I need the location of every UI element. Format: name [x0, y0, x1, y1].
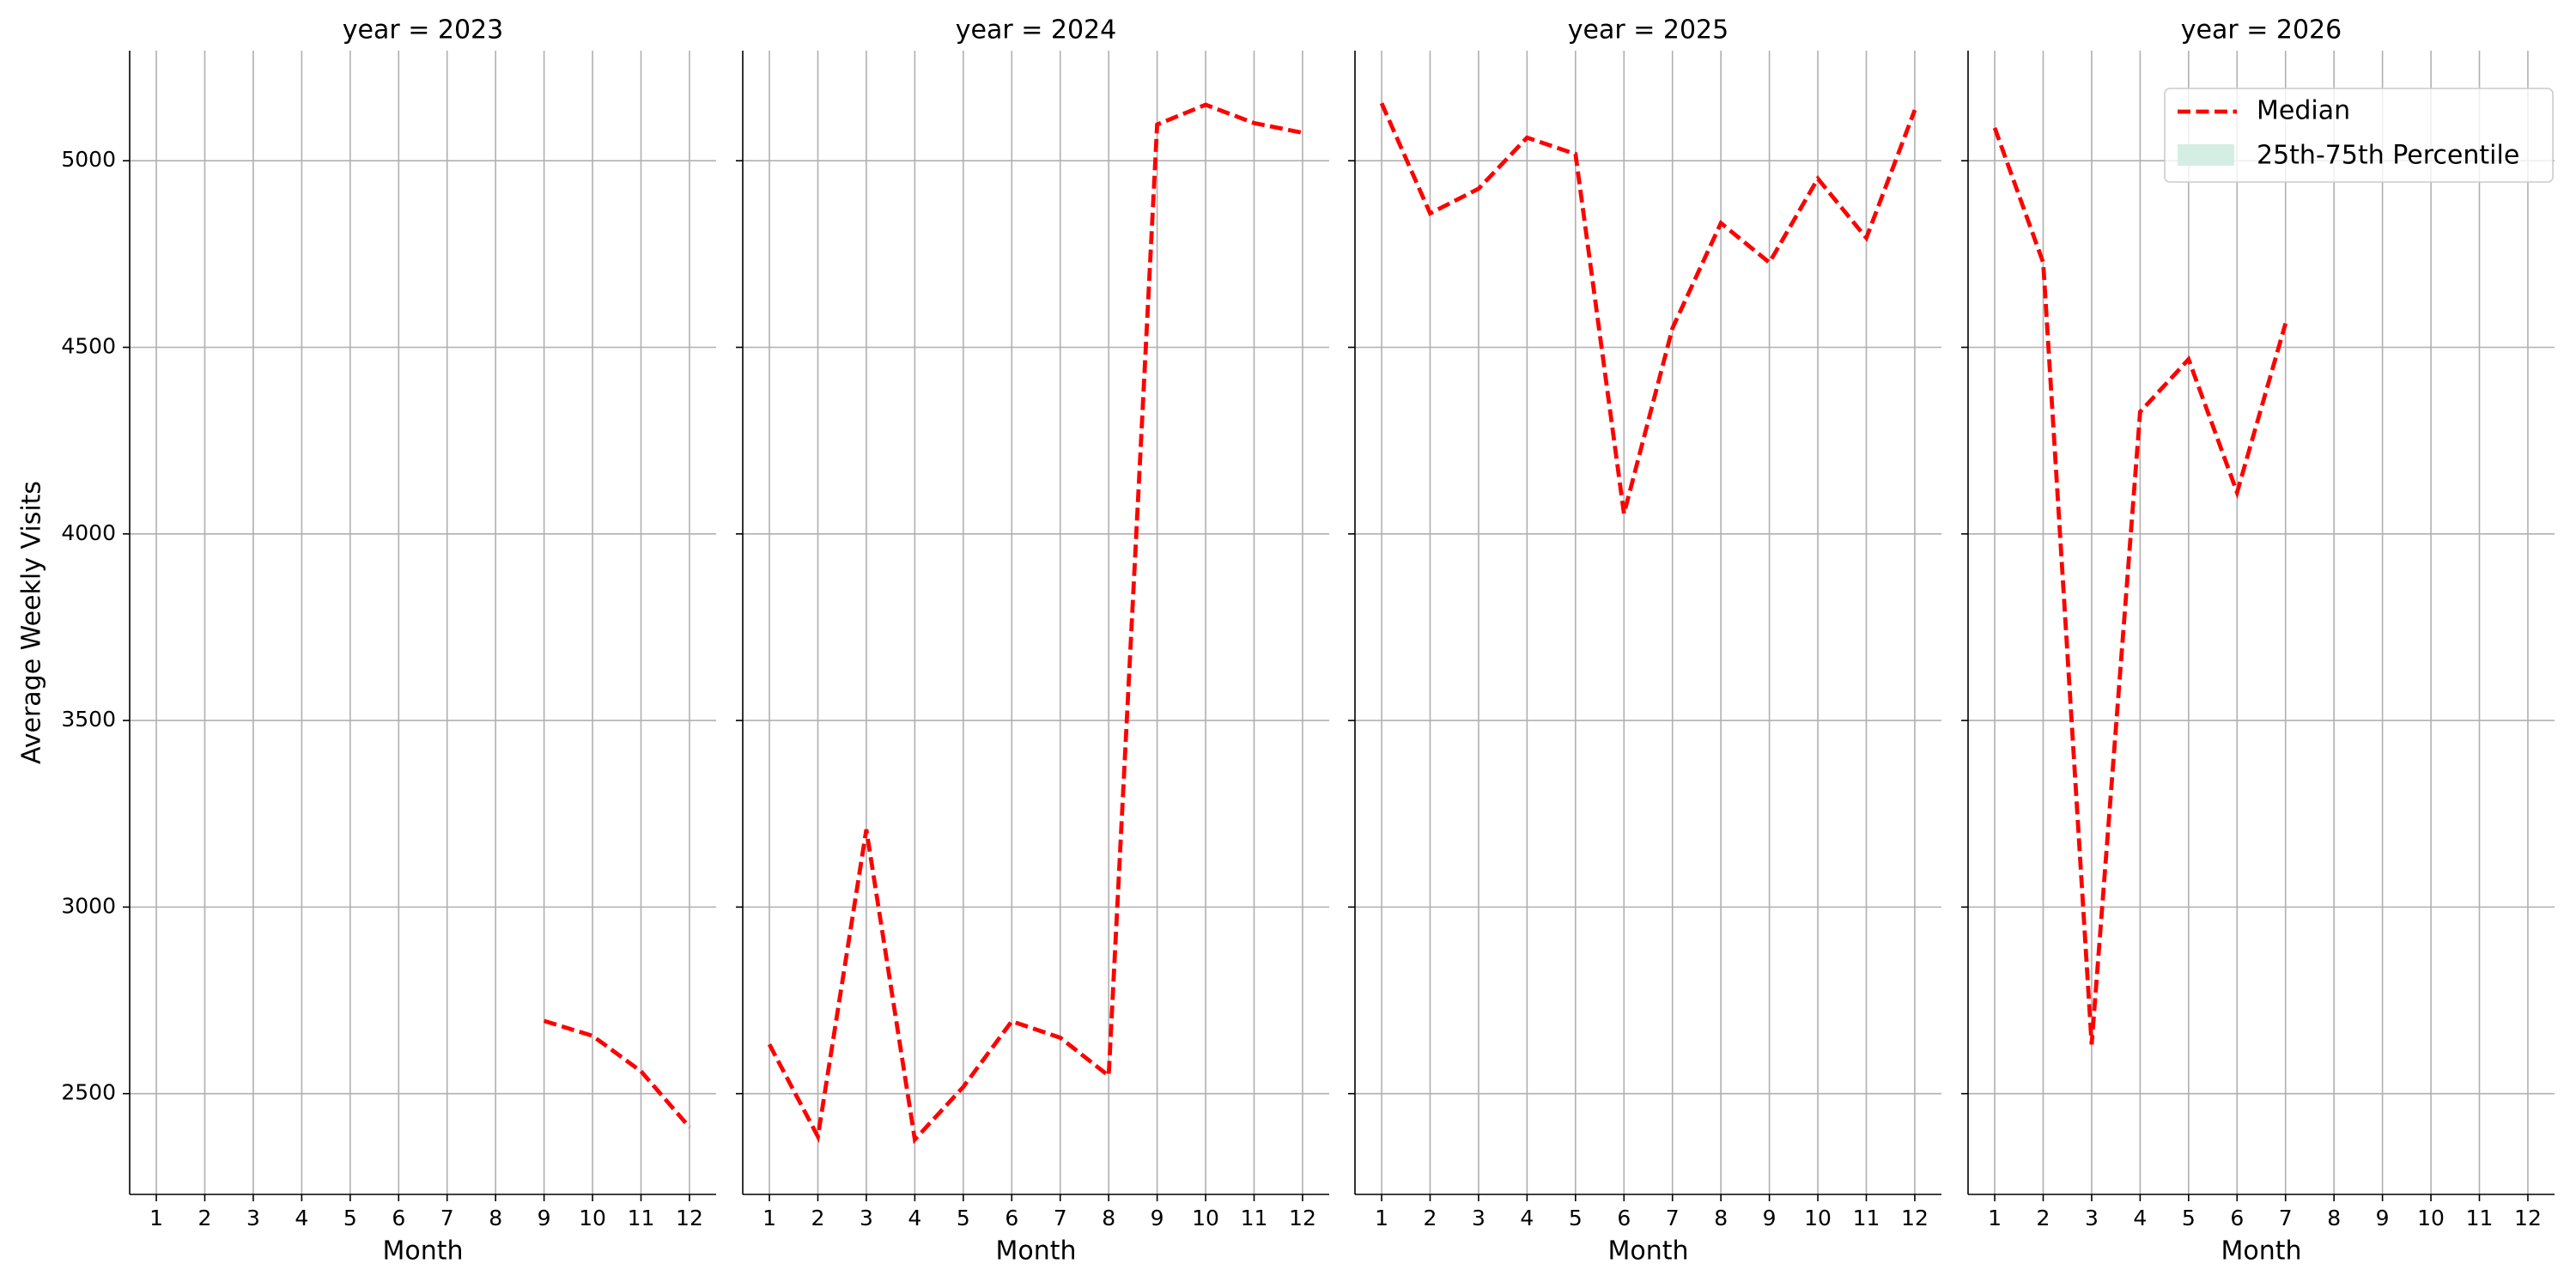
x-tick-label: 11 [1853, 1206, 1880, 1230]
y-tick-label: 5000 [61, 147, 116, 172]
panel-title: year = 2025 [1568, 15, 1729, 46]
x-tick-label: 12 [1289, 1206, 1316, 1230]
x-tick-label: 6 [1617, 1206, 1631, 1230]
y-tick-label: 4500 [61, 333, 116, 358]
x-tick-label: 5 [343, 1206, 357, 1230]
legend-swatch [2178, 144, 2234, 166]
x-tick-label: 3 [2085, 1206, 2099, 1230]
x-axis-label: Month [995, 1236, 1076, 1267]
median-line [543, 1018, 691, 1129]
legend-label: 25th-75th Percentile [2257, 141, 2519, 171]
x-tick-label: 8 [489, 1206, 502, 1230]
x-tick-label: 3 [246, 1206, 260, 1230]
x-tick-label: 12 [1901, 1206, 1929, 1230]
x-tick-label: 11 [1241, 1206, 1268, 1230]
x-tick-label: 1 [762, 1206, 776, 1230]
x-tick-label: 7 [2279, 1206, 2293, 1230]
x-tick-label: 7 [1054, 1206, 1067, 1230]
x-tick-label: 9 [1763, 1206, 1777, 1230]
x-tick-label: 11 [628, 1206, 655, 1230]
x-tick-label: 1 [1988, 1206, 2002, 1230]
x-tick-label: 10 [2417, 1206, 2445, 1230]
y-tick-label: 3500 [61, 707, 116, 732]
x-tick-label: 2 [2037, 1206, 2050, 1230]
x-tick-label: 12 [676, 1206, 703, 1230]
x-tick-label: 8 [2327, 1206, 2341, 1230]
panel-title: year = 2024 [956, 15, 1117, 46]
x-tick-label: 6 [392, 1206, 405, 1230]
panel-title: year = 2023 [343, 15, 504, 46]
x-tick-label: 11 [2466, 1206, 2494, 1230]
y-tick-label: 2500 [61, 1080, 116, 1105]
x-tick-label: 6 [1005, 1206, 1018, 1230]
x-tick-label: 2 [198, 1206, 212, 1230]
x-tick-label: 10 [1192, 1206, 1219, 1230]
x-tick-label: 9 [1151, 1206, 1164, 1230]
median-line [1379, 102, 1917, 514]
x-tick-label: 7 [440, 1206, 454, 1230]
x-tick-label: 4 [908, 1206, 921, 1230]
y-tick-label: 3000 [61, 893, 116, 918]
x-tick-label: 8 [1102, 1206, 1115, 1230]
median-line [1992, 127, 2288, 1045]
x-tick-label: 9 [2376, 1206, 2390, 1230]
x-tick-label: 2 [811, 1206, 825, 1230]
x-tick-label: 2 [1424, 1206, 1437, 1230]
median-line [767, 102, 1303, 1145]
x-tick-label: 7 [1666, 1206, 1680, 1230]
x-tick-label: 12 [2514, 1206, 2542, 1230]
x-axis-label: Month [2221, 1236, 2301, 1267]
x-tick-label: 4 [1520, 1206, 1534, 1230]
y-tick-label: 4000 [61, 520, 116, 545]
x-tick-label: 10 [1804, 1206, 1832, 1230]
x-tick-label: 1 [1375, 1206, 1388, 1230]
x-tick-label: 4 [295, 1206, 308, 1230]
y-axis-label: Average Weekly Visits [17, 481, 47, 764]
x-tick-label: 1 [149, 1206, 163, 1230]
x-tick-label: 3 [860, 1206, 873, 1230]
panel-title: year = 2026 [2181, 15, 2342, 46]
x-tick-label: 5 [2182, 1206, 2196, 1230]
x-tick-label: 4 [2133, 1206, 2147, 1230]
x-tick-label: 5 [1569, 1206, 1583, 1230]
legend-label: Median [2257, 96, 2350, 126]
x-tick-label: 3 [1472, 1206, 1485, 1230]
x-tick-label: 9 [538, 1206, 551, 1230]
x-axis-label: Month [1607, 1236, 1688, 1267]
x-tick-label: 8 [1714, 1206, 1728, 1230]
x-tick-label: 10 [579, 1206, 606, 1230]
x-axis-label: Month [382, 1236, 463, 1267]
legend-box [2164, 88, 2554, 183]
x-tick-label: 5 [957, 1206, 970, 1230]
x-tick-label: 6 [2230, 1206, 2244, 1230]
